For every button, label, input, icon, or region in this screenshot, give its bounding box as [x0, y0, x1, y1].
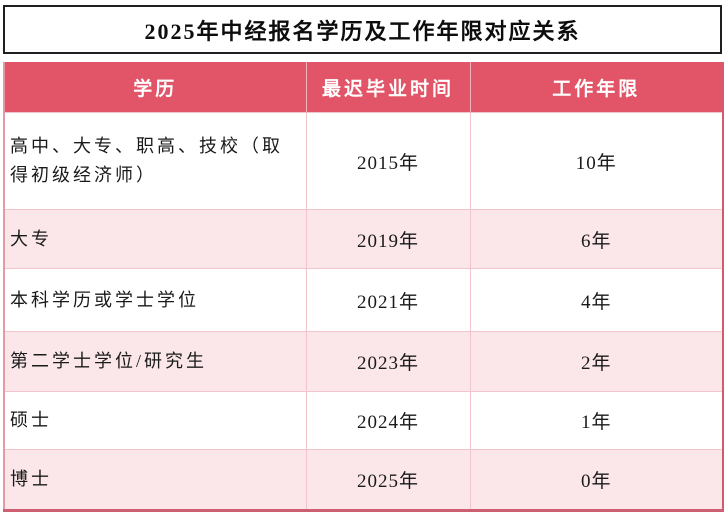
- header-work-years: 工作年限: [469, 62, 723, 113]
- header-row: 学历 最迟毕业时间 工作年限: [4, 62, 723, 113]
- table-header: 学历 最迟毕业时间 工作年限: [4, 62, 723, 113]
- education-cell: 第二学士学位/研究生: [3, 331, 307, 392]
- page-title: 2025年中经报名学历及工作年限对应关系: [144, 18, 581, 44]
- work-years-cell: 6年: [469, 209, 724, 269]
- work-years-cell: 0年: [469, 449, 724, 511]
- graduation-cell: 2015年: [305, 112, 471, 210]
- graduation-cell: 2021年: [305, 268, 471, 332]
- table-body: 高中、大专、职高、技校（取得初级经济师） 2015年 10年 大专 2019年 …: [3, 112, 724, 511]
- education-cell: 博士: [3, 449, 307, 511]
- graduation-cell: 2025年: [305, 449, 471, 511]
- header-graduation-deadline: 最迟毕业时间: [305, 62, 470, 113]
- table-row: 高中、大专、职高、技校（取得初级经济师） 2015年 10年: [3, 112, 724, 210]
- table-row: 博士 2025年 0年: [3, 449, 724, 511]
- graduation-cell: 2019年: [305, 209, 471, 269]
- education-cell: 高中、大专、职高、技校（取得初级经济师）: [3, 112, 307, 210]
- graduation-cell: 2023年: [305, 331, 471, 392]
- graduation-cell: 2024年: [305, 391, 471, 450]
- table-row: 大专 2019年 6年: [3, 209, 724, 269]
- work-years-cell: 1年: [469, 391, 724, 450]
- exam-requirements-table-container: 学历 最迟毕业时间 工作年限 高中、大专、职高、技校（取得初级经济师） 2015…: [3, 62, 724, 512]
- education-cell: 硕士: [3, 391, 307, 450]
- education-cell: 大专: [3, 209, 307, 269]
- table-row: 本科学历或学士学位 2021年 4年: [3, 268, 724, 332]
- table-row: 第二学士学位/研究生 2023年 2年: [3, 331, 724, 392]
- exam-requirements-table: 学历 最迟毕业时间 工作年限 高中、大专、职高、技校（取得初级经济师） 2015…: [3, 62, 724, 512]
- header-education: 学历: [4, 62, 306, 113]
- work-years-cell: 10年: [469, 112, 724, 210]
- work-years-cell: 4年: [469, 268, 724, 332]
- table-title-box: 2025年中经报名学历及工作年限对应关系: [3, 5, 722, 54]
- work-years-cell: 2年: [469, 331, 724, 392]
- table-row: 硕士 2024年 1年: [3, 391, 724, 450]
- education-cell: 本科学历或学士学位: [3, 268, 307, 332]
